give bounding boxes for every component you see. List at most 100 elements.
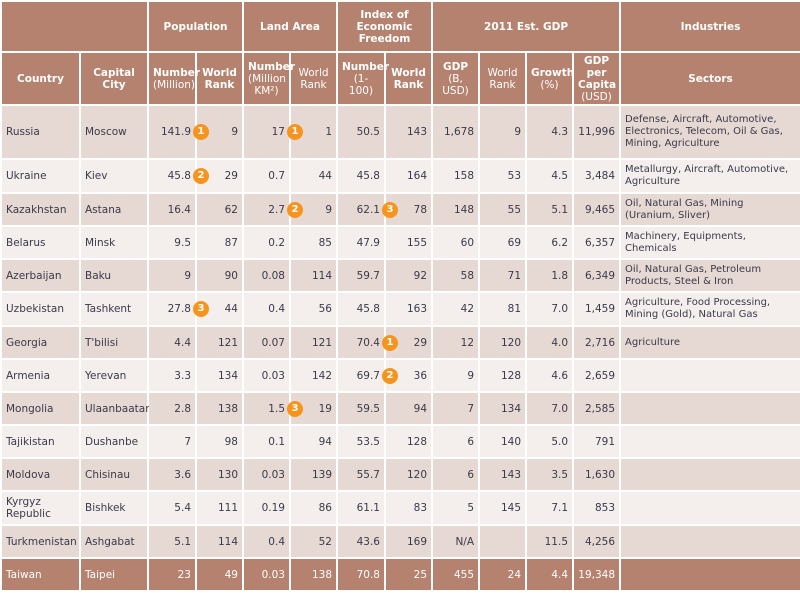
freedom-index-cell: 45.8 — [336, 158, 386, 194]
col-pop-rank: World Rank — [195, 51, 244, 106]
sectors-cell — [619, 557, 800, 592]
table-row: Turkmenistan Ashgabat 5.1 114 0.4 52 43.6 169 N/… — [0, 524, 800, 559]
country-cell: Moldova — [0, 457, 81, 492]
table-row: Kyrgyz Republic Bishkek 5.4 111 0.19 86 61.1 83… — [0, 490, 800, 526]
freedom-rank-cell: 25 — [383, 557, 434, 592]
gdp-per-capita-cell: 1,630 — [572, 457, 622, 492]
freedom-rank-cell: 163 — [383, 291, 434, 327]
col-country: Country — [0, 51, 81, 106]
gdp-cell: 58 — [431, 258, 481, 293]
capital-cell: Ulaanbaatar — [79, 391, 150, 426]
freedom-index-cell: 69.7 2 — [336, 358, 398, 393]
growth-cell: 3.5 — [525, 457, 575, 492]
table-row: Georgia T'bilisi 4.4 121 0.07 121 70.4 1 29 12 120… — [0, 325, 800, 360]
col-pop-number: Number (Million) — [147, 51, 200, 106]
growth-cell: 7.0 — [525, 391, 575, 426]
population-number-cell: 23 — [147, 557, 197, 592]
capital-cell: Astana — [79, 192, 149, 227]
freedom-index-cell: 59.7 — [336, 258, 386, 293]
land-area-number-cell: 0.03 — [242, 557, 291, 592]
population-number-cell: 27.8 3 — [147, 291, 209, 327]
land-area-rank-cell: 114 — [289, 258, 338, 293]
rank-badge: 2 — [382, 367, 398, 384]
growth-cell: 5.1 — [525, 192, 575, 227]
gdp-cell: 7 — [431, 391, 481, 426]
sectors-cell: Metallurgy, Aircraft, Automotive, Agricu… — [619, 158, 800, 194]
rank-badge: 1 — [193, 124, 209, 140]
population-number-cell: 9.5 — [147, 225, 197, 260]
land-area-number-cell: 0.08 — [242, 258, 291, 293]
col-sectors: Sectors — [619, 51, 800, 106]
country-cell: Armenia — [0, 358, 81, 393]
land-area-rank-cell: 86 — [289, 490, 338, 526]
population-rank-cell: 138 — [195, 391, 244, 426]
population-number-cell: 3.3 — [147, 358, 197, 393]
population-rank-cell: 87 — [195, 225, 244, 260]
land-area-number-cell: 0.4 — [242, 524, 291, 559]
population-rank-cell: 98 — [195, 424, 244, 459]
table-row: Kazakhstan Astana 16.4 62 2.7 2 9 62.1 3 78 148 55 5… — [0, 192, 800, 227]
population-rank-cell: 90 — [195, 258, 244, 293]
freedom-rank-cell: 169 — [383, 524, 434, 559]
capital-cell: Bishkek — [79, 490, 149, 526]
sectors-cell: Machinery, Equipments, Chemicals — [619, 225, 800, 260]
table-row: Moldova Chisinau 3.6 130 0.03 139 55.7 120 6 143 3… — [0, 457, 800, 492]
header-land-area: Land Area — [242, 0, 338, 53]
gdp-cell: 60 — [431, 225, 481, 260]
land-area-rank-cell: 44 — [289, 158, 338, 194]
gdp-rank-cell: 143 — [478, 457, 528, 492]
country-cell: Kazakhstan — [0, 192, 81, 227]
gdp-cell: 1,678 — [431, 104, 481, 160]
land-area-number-cell: 0.7 — [242, 158, 291, 194]
freedom-index-cell: 62.1 3 — [336, 192, 398, 227]
sectors-cell — [619, 358, 800, 393]
gdp-per-capita-cell: 6,357 — [572, 225, 622, 260]
land-area-number-cell: 0.03 — [242, 358, 291, 393]
gdp-per-capita-cell: 1,459 — [572, 291, 622, 327]
population-rank-cell: 114 — [195, 524, 244, 559]
col-gdp-rank: World Rank — [478, 51, 528, 106]
sectors-cell — [619, 391, 800, 426]
gdp-rank-cell: 128 — [478, 358, 528, 393]
land-area-rank-cell: 121 — [289, 325, 338, 360]
freedom-index-cell: 70.4 1 — [336, 325, 398, 360]
gdp-rank-cell: 120 — [478, 325, 528, 360]
rank-badge: 1 — [382, 334, 398, 351]
population-number-cell: 141.9 1 — [147, 104, 209, 160]
gdp-rank-cell — [478, 524, 528, 559]
gdp-cell: 42 — [431, 291, 481, 327]
gdp-per-capita-cell: 2,716 — [572, 325, 622, 360]
gdp-rank-cell: 69 — [478, 225, 528, 260]
land-area-rank-cell: 142 — [289, 358, 338, 393]
header-gdp: 2011 Est. GDP — [431, 0, 622, 53]
capital-cell: Baku — [79, 258, 149, 293]
country-cell: Azerbaijan — [0, 258, 81, 293]
header-group-row: Population Land Area Index of Economic F… — [0, 0, 800, 53]
table-row: Tajikistan Dushanbe 7 98 0.1 94 53.5 128 6 140 5.0… — [0, 424, 800, 459]
country-cell: Russia — [0, 104, 81, 160]
freedom-index-cell: 50.5 — [336, 104, 386, 160]
rank-badge: 3 — [382, 201, 398, 218]
sectors-cell: Defense, Aircraft, Automotive, Electroni… — [619, 104, 800, 160]
gdp-per-capita-cell: 9,465 — [572, 192, 622, 227]
population-number-cell: 5.1 — [147, 524, 197, 559]
land-area-number-cell: 0.1 — [242, 424, 291, 459]
land-area-rank-cell: 52 — [289, 524, 338, 559]
gdp-cell: 5 — [431, 490, 481, 526]
col-idx-rank: World Rank — [383, 51, 434, 106]
rank-badge: 3 — [287, 400, 303, 417]
col-land-rank: World Rank — [289, 51, 338, 106]
population-number-cell: 7 — [147, 424, 197, 459]
growth-cell: 4.5 — [525, 158, 575, 194]
land-area-rank-cell: 85 — [289, 225, 338, 260]
growth-cell: 7.1 — [525, 490, 575, 526]
capital-cell: Minsk — [79, 225, 149, 260]
capital-cell: Ashgabat — [79, 524, 149, 559]
gdp-cell: 455 — [431, 557, 481, 592]
gdp-cell: 12 — [431, 325, 481, 360]
land-area-number-cell: 0.19 — [242, 490, 291, 526]
gdp-rank-cell: 134 — [478, 391, 528, 426]
land-area-number-cell: 2.7 2 — [242, 192, 303, 227]
table-row: Azerbaijan Baku 9 90 0.08 114 59.7 92 58 71 1.8 6,3… — [0, 258, 800, 293]
country-cell: Georgia — [0, 325, 81, 360]
